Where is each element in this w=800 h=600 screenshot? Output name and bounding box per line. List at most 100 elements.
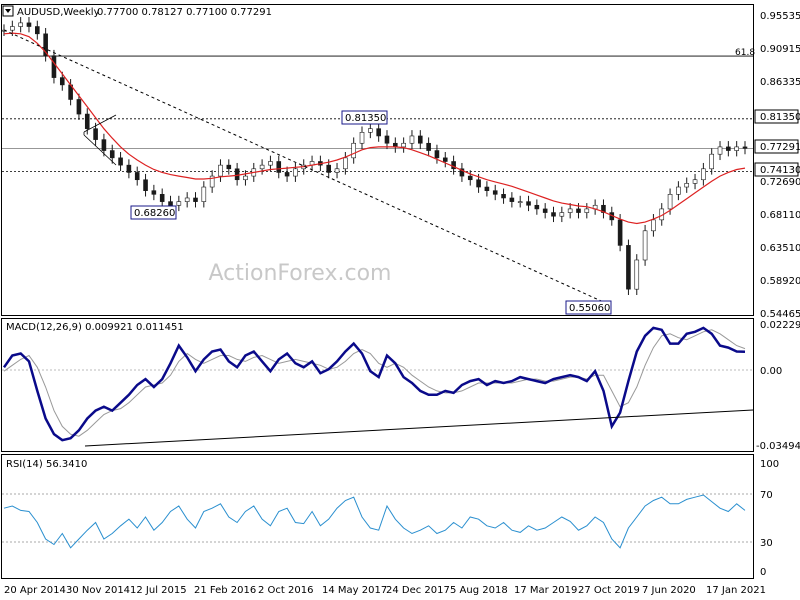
candle-body (59, 77, 65, 86)
candle-body (351, 142, 356, 159)
candle-body (734, 146, 739, 151)
x-tick-label: 2 Oct 2016 (258, 585, 313, 596)
x-tick-label: 12 Jul 2015 (130, 585, 187, 596)
rsi-y-axis: 100 70 30 0 (760, 459, 779, 578)
tick-label: 0.58920 (760, 276, 800, 287)
watermark: ActionForex.com (209, 261, 392, 286)
candle-body (109, 150, 115, 159)
candle-body (10, 26, 15, 31)
candle-body (542, 208, 548, 213)
candle-body (43, 33, 48, 57)
tick-label: 30 (760, 538, 773, 549)
candle-body (35, 26, 40, 35)
level-box (754, 162, 799, 177)
price-series (3, 32, 746, 225)
macd-header: MACD(12,26,9) 0.009921 0.011451 (6, 322, 184, 333)
candle-body (526, 201, 531, 206)
candle-body (118, 157, 123, 166)
candle-body (234, 168, 240, 181)
candle-body (742, 146, 748, 149)
candle-body (492, 190, 498, 195)
tick-label: 0.90915 (760, 44, 800, 55)
fib-label: 61.8 (735, 48, 755, 58)
tick-label: -0.034948 (756, 441, 800, 452)
price-header: AUDUSD,Weekly 0.77700 0.78127 0.77100 0.… (2, 5, 272, 18)
candle-body (51, 55, 57, 78)
annotation-low-2020: 0.55060 (565, 300, 612, 315)
candle-body (359, 132, 365, 144)
candle-body (243, 175, 248, 181)
candle-body (476, 179, 481, 188)
tick-label: 70 (760, 490, 773, 501)
tick-label: 0.68110 (760, 210, 800, 221)
candle-body (501, 194, 506, 199)
x-tick-label: 20 Apr 2014 (4, 585, 66, 596)
candle-body (726, 146, 731, 151)
candle-body (617, 219, 623, 246)
ohlc-values: 0.77700 0.78127 0.77100 0.77291 (97, 7, 272, 18)
candle-body (343, 157, 348, 170)
candle-body (584, 208, 590, 213)
annotation-high-2018: 0.81350 (341, 110, 388, 125)
x-tick-label: 27 Oct 2019 (578, 585, 640, 596)
tick-label: 0.022295 (760, 320, 800, 331)
tick-label: 0.54465 (760, 309, 800, 320)
series-line-rsi (3, 494, 746, 549)
candle-body (692, 179, 698, 184)
candle-body (559, 212, 565, 217)
svg-text:0.81350: 0.81350 (345, 113, 386, 124)
candle-body (626, 245, 631, 290)
x-tick-label: 14 May 2017 (322, 585, 387, 596)
rsi-panel (1, 454, 754, 579)
candle-body (384, 135, 390, 144)
rsi-series (3, 494, 746, 549)
candle-body (93, 128, 98, 140)
triangle-pattern (83, 114, 117, 166)
rsi-header: RSI(14) 56.3410 (6, 459, 87, 470)
candle-body (159, 194, 165, 202)
candle-body (567, 208, 573, 213)
candle-body (409, 135, 415, 144)
price-y-axis: 0.95535 0.90915 0.86335 0.81350 0.77291 … (754, 11, 800, 320)
candle-body (484, 186, 490, 191)
x-tick-label: 5 Aug 2018 (450, 585, 508, 596)
candle-body (509, 197, 515, 202)
svg-text:0.68260: 0.68260 (134, 208, 175, 219)
x-axis: 20 Apr 2014 30 Nov 2014 12 Jul 2015 21 F… (4, 585, 766, 596)
candle-body (84, 113, 90, 129)
candle-body (401, 142, 406, 148)
candle-body (76, 99, 82, 115)
x-tick-label: 17 Mar 2019 (514, 585, 577, 596)
candle-body (684, 183, 690, 188)
series-line-ma (3, 32, 746, 225)
triangle-down-icon (5, 9, 11, 13)
tick-label: 0.77291 (760, 142, 800, 153)
candle-body (259, 164, 265, 170)
down-trendline (3, 29, 611, 306)
x-tick-label: 30 Nov 2014 (66, 585, 130, 596)
tick-label: 0.00 (760, 366, 782, 377)
candle-body (667, 194, 673, 210)
candle-body (426, 142, 431, 151)
candle-body (168, 201, 173, 206)
candle-body (101, 139, 107, 151)
candle-body (326, 164, 332, 173)
candle-body (209, 175, 215, 188)
candle-body (368, 128, 373, 133)
x-tick-label: 7 Jun 2020 (642, 585, 696, 596)
candle-body (717, 146, 723, 155)
macd-series (2, 326, 746, 442)
tick-label: 0.72690 (760, 177, 800, 188)
candle-body (143, 179, 148, 191)
tick-label: 100 (760, 459, 779, 470)
symbol-title: AUDUSD,Weekly (17, 7, 100, 18)
candle-body (26, 22, 32, 27)
tick-label: 0.63510 (760, 243, 800, 254)
candle-body (193, 197, 198, 202)
candle-body (376, 128, 381, 137)
candle-body (276, 161, 282, 173)
tick-label: 0.95535 (760, 11, 800, 22)
candle-body (268, 161, 273, 166)
x-tick-label: 21 Feb 2016 (194, 585, 256, 596)
candle-body (676, 186, 681, 195)
